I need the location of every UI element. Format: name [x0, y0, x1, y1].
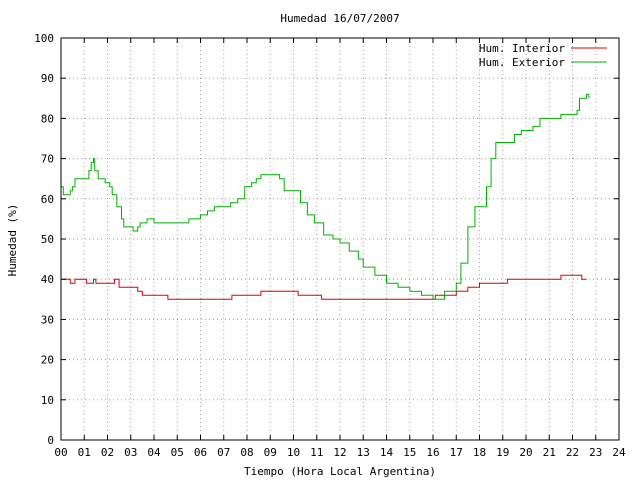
y-tick-label: 90: [41, 72, 54, 85]
x-tick-label: 02: [101, 446, 114, 459]
x-tick-label: 04: [147, 446, 161, 459]
x-tick-label: 00: [54, 446, 67, 459]
x-tick-label: 24: [612, 446, 626, 459]
chart-title: Humedad 16/07/2007: [280, 12, 399, 25]
y-tick-label: 50: [41, 233, 54, 246]
y-axis-label: Humedad (%): [6, 204, 19, 277]
x-tick-label: 18: [473, 446, 486, 459]
x-tick-label: 19: [496, 446, 509, 459]
series-layer: [61, 93, 590, 300]
axis-ticks: [60, 37, 620, 441]
y-tick-label: 80: [41, 112, 54, 125]
y-tick-label: 70: [41, 153, 54, 166]
y-tick-label: 0: [47, 434, 54, 447]
tick-labels: 00 01 02 03 04 05 06 07 08 09 10 11 12 13 14 15 16 17 18 19…: [34, 32, 626, 459]
x-tick-label: 01: [78, 446, 91, 459]
y-tick-label: 40: [41, 273, 54, 286]
x-tick-label: 12: [333, 446, 346, 459]
y-tick-label: 10: [41, 394, 54, 407]
x-tick-label: 14: [380, 446, 394, 459]
x-tick-label: 23: [589, 446, 602, 459]
y-tick-label: 100: [34, 32, 54, 45]
x-tick-label: 03: [124, 446, 137, 459]
y-tick-label: 60: [41, 193, 54, 206]
legend-label: Hum. Interior: [479, 42, 565, 55]
x-tick-label: 07: [217, 446, 230, 459]
x-axis-label: Tiempo (Hora Local Argentina): [244, 465, 436, 478]
x-tick-label: 05: [171, 446, 184, 459]
x-tick-label: 22: [566, 446, 579, 459]
x-tick-label: 20: [519, 446, 532, 459]
x-tick-label: 17: [450, 446, 463, 459]
x-tick-label: 06: [194, 446, 207, 459]
y-tick-label: 30: [41, 313, 54, 326]
x-tick-label: 10: [287, 446, 300, 459]
x-tick-label: 15: [403, 446, 416, 459]
series-line-2: [61, 93, 590, 300]
x-tick-label: 16: [426, 446, 439, 459]
x-tick-label: 13: [357, 446, 370, 459]
legend-label: Hum. Exterior: [479, 56, 565, 69]
x-tick-label: 09: [264, 446, 277, 459]
series-line-1: [61, 274, 587, 300]
x-tick-label: 08: [240, 446, 253, 459]
y-tick-label: 20: [41, 354, 54, 367]
x-tick-label: 21: [543, 446, 556, 459]
x-tick-label: 11: [310, 446, 323, 459]
